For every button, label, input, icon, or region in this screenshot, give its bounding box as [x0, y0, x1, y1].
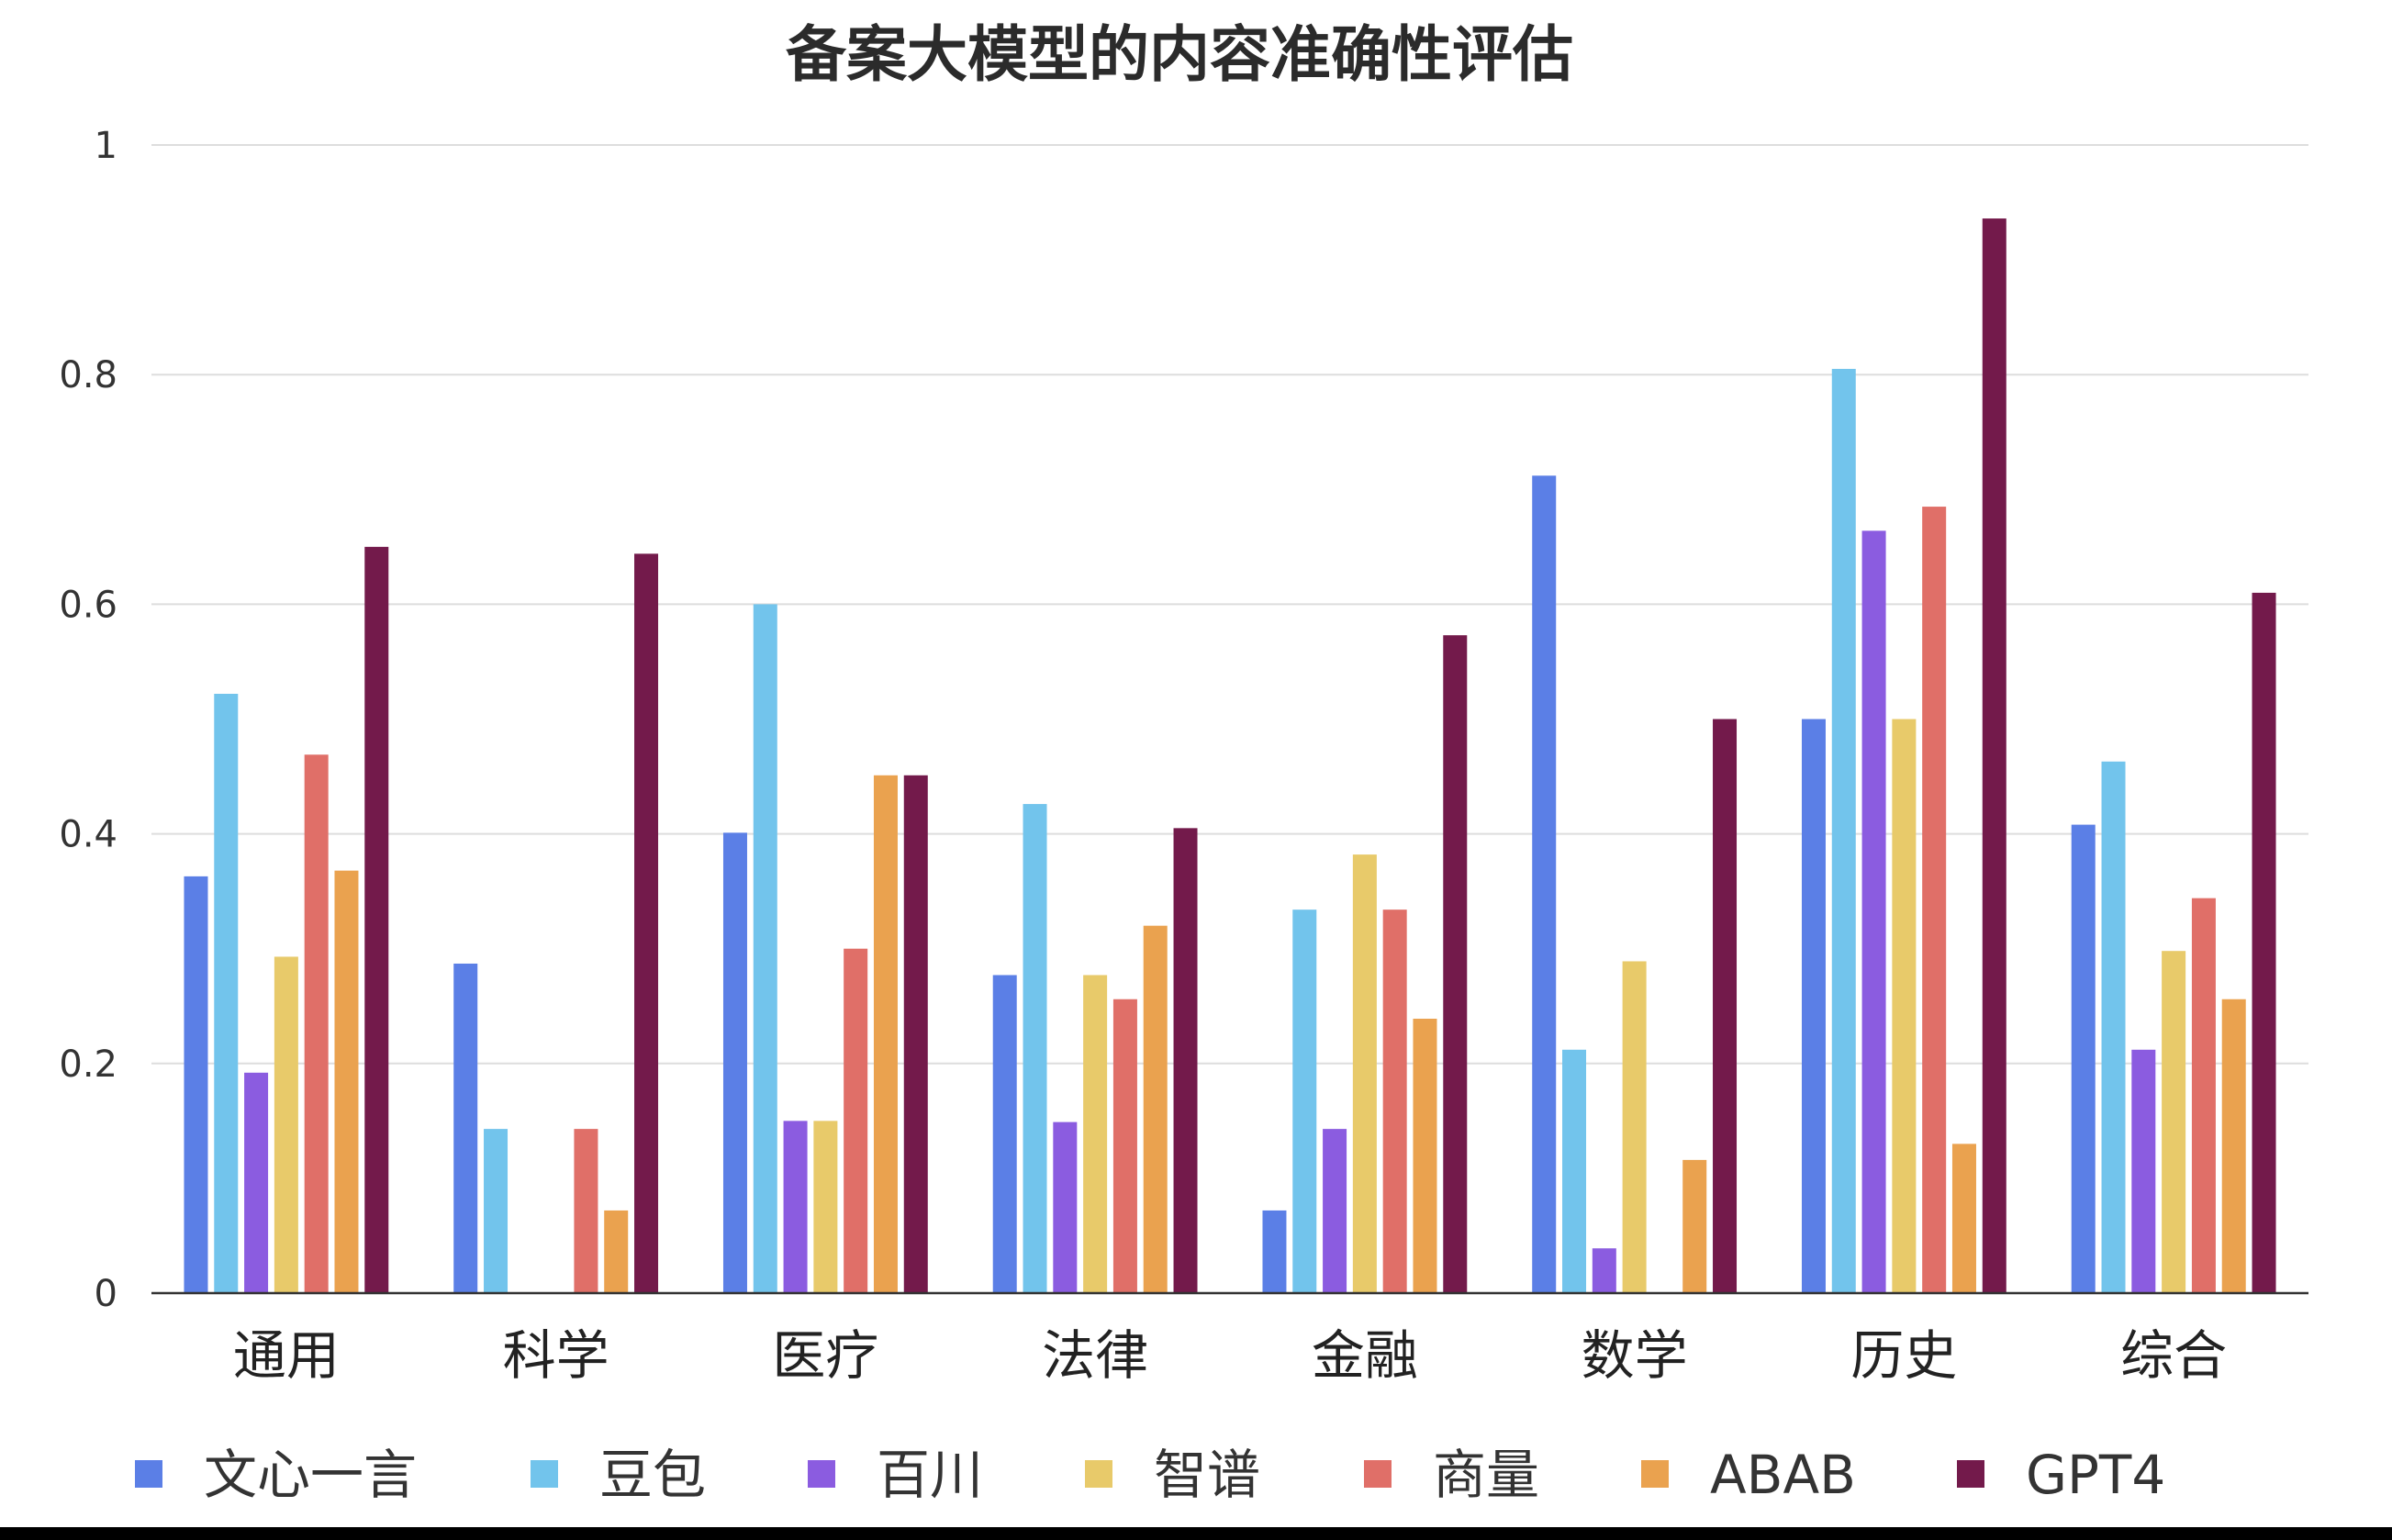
bar: [1023, 804, 1047, 1293]
bar: [1801, 719, 1826, 1293]
bar: [1592, 1248, 1616, 1293]
bar: [1262, 1210, 1287, 1293]
bar: [992, 975, 1017, 1293]
bar: [2071, 824, 2096, 1293]
bar: [1112, 999, 1137, 1293]
legend-label: GPT4: [2026, 1444, 2165, 1506]
legend-label: 文心一言: [204, 1444, 417, 1506]
bar: [1713, 719, 1738, 1293]
bar: [484, 1129, 509, 1293]
bar: [1982, 218, 2006, 1294]
bar: [2162, 951, 2186, 1293]
x-tick-label: 金融: [1312, 1324, 1418, 1387]
bar: [244, 1072, 269, 1293]
bar: [1951, 1144, 1976, 1293]
bar: [2101, 761, 2126, 1293]
bar: [1892, 719, 1917, 1293]
bar: [214, 693, 239, 1293]
legend-swatch: [1085, 1460, 1112, 1488]
bar: [753, 604, 777, 1293]
y-tick-label: 1: [95, 125, 117, 167]
bar: [1292, 909, 1317, 1293]
legend-label: 智谱: [1154, 1444, 1260, 1506]
y-tick-label: 0.8: [59, 354, 117, 396]
x-tick-label: 综合: [2120, 1324, 2227, 1387]
legend-label: ABAB: [1710, 1444, 1856, 1506]
bar: [1053, 1122, 1078, 1293]
bar: [2221, 999, 2246, 1293]
y-tick-label: 0: [95, 1273, 117, 1315]
legend-swatch: [808, 1460, 835, 1488]
bar: [184, 876, 208, 1293]
bar: [1083, 975, 1108, 1293]
bar: [1682, 1159, 1707, 1293]
y-tick-label: 0.2: [59, 1043, 117, 1086]
bar: [274, 956, 298, 1293]
bar: [1532, 475, 1557, 1293]
bar: [844, 948, 868, 1293]
y-axis-ticks: 0 0.2 0.4 0.6 0.8 1: [59, 125, 117, 1315]
bar: [453, 963, 478, 1293]
legend-label: 百川: [877, 1444, 983, 1506]
x-tick-label: 法律: [1042, 1324, 1148, 1387]
bar: [903, 775, 928, 1293]
bar: [364, 546, 389, 1293]
bar: [1922, 507, 1947, 1293]
legend-swatch: [531, 1460, 558, 1488]
bar: [1413, 1019, 1437, 1293]
chart-title: 备案大模型的内容准确性评估: [786, 19, 1573, 90]
bar: [604, 1210, 629, 1293]
x-tick-label: 医疗: [772, 1324, 878, 1387]
x-tick-label: 科学: [503, 1324, 609, 1387]
bar: [1831, 368, 1856, 1293]
bar: [2252, 592, 2276, 1293]
x-axis-ticks: 通用 科学 医疗 法律 金融 数学 历史 综合: [233, 1324, 2227, 1387]
legend-label: 豆包: [599, 1444, 706, 1506]
x-tick-label: 通用: [233, 1324, 340, 1387]
bar: [1622, 961, 1647, 1293]
bar: [1382, 909, 1407, 1293]
bar: [1443, 635, 1468, 1293]
bar: [1352, 854, 1377, 1293]
y-tick-label: 0.4: [59, 814, 117, 856]
y-tick-label: 0.6: [59, 584, 117, 626]
legend-swatch: [1364, 1460, 1392, 1488]
bar: [813, 1121, 838, 1293]
bar: [304, 754, 329, 1293]
legend-label: 商量: [1433, 1444, 1539, 1506]
gridlines: [151, 144, 2308, 1065]
legend-swatch: [1641, 1460, 1669, 1488]
x-tick-label: 数学: [1582, 1324, 1688, 1387]
bar: [873, 775, 898, 1293]
bar: [634, 553, 659, 1293]
bars: [184, 218, 2276, 1294]
bar: [722, 832, 747, 1293]
bar: [1562, 1049, 1587, 1293]
bar: [2131, 1049, 2156, 1293]
x-tick-label: 历史: [1850, 1324, 1957, 1387]
bar: [1173, 828, 1198, 1293]
bar: [574, 1129, 598, 1293]
bar: [1143, 925, 1168, 1293]
bar: [1861, 530, 1886, 1293]
bar: [334, 870, 359, 1293]
legend: 文心一言 豆包 百川 智谱 商量 ABAB GPT4: [135, 1444, 2165, 1506]
legend-swatch: [1957, 1460, 1984, 1488]
bar: [783, 1121, 808, 1293]
bar: [1323, 1129, 1347, 1293]
bar: [2191, 898, 2216, 1293]
legend-swatch: [135, 1460, 162, 1488]
